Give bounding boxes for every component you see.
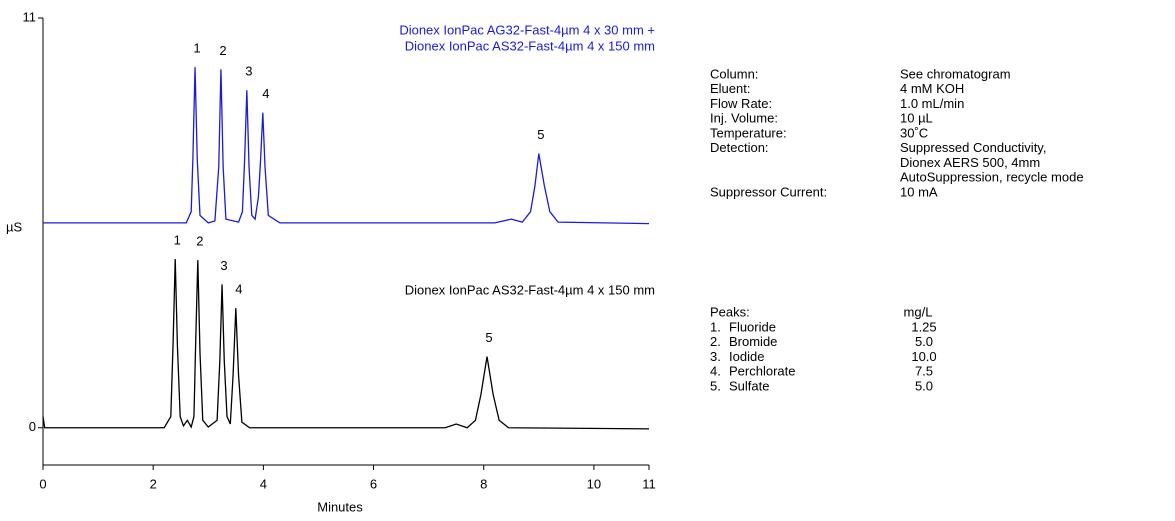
series-label: Dionex IonPac AS32-Fast-4µm 4 x 150 mm: [405, 38, 655, 53]
condition-value: See chromatogram: [900, 66, 1011, 81]
peak-label: 2: [196, 234, 203, 249]
peak-label: 4: [235, 282, 242, 297]
peak-number: 1.: [710, 319, 721, 334]
x-tick-label: 11: [642, 476, 656, 491]
trace: [42, 258, 650, 430]
peak-label: 2: [219, 43, 226, 58]
peak-label: 4: [262, 86, 269, 101]
condition-label: Suppressor Current:: [710, 184, 827, 199]
condition-value: 10 mA: [900, 184, 938, 199]
peak-name: Fluoride: [729, 319, 776, 334]
y-tick-label: 0: [29, 419, 36, 434]
trace: [43, 67, 650, 225]
series-label: Dionex IonPac AS32-Fast-4µm 4 x 150 mm: [405, 282, 655, 297]
y-tick-label: 11: [23, 9, 37, 24]
condition-value: 30˚C: [900, 125, 928, 140]
condition-label: Inj. Volume:: [710, 111, 778, 126]
peak-name: Iodide: [729, 349, 764, 364]
condition-value: AutoSuppression, recycle mode: [900, 170, 1084, 185]
peak-label: 3: [220, 258, 227, 273]
peak-number: 4.: [710, 364, 721, 379]
peak-concentration: 5.0: [915, 334, 933, 349]
peak-label: 1: [193, 41, 200, 56]
peak-concentration: 1.25: [911, 319, 936, 334]
condition-label: Detection:: [710, 140, 769, 155]
condition-label: Temperature:: [710, 125, 787, 140]
x-tick-label: 8: [480, 476, 487, 491]
peaks-unit: mg/L: [904, 304, 933, 319]
condition-value: Dionex AERS 500, 4mm: [900, 155, 1040, 170]
x-tick-label: 0: [39, 476, 46, 491]
peak-label: 3: [245, 64, 252, 79]
peaks-header: Peaks:: [710, 304, 750, 319]
peak-number: 5.: [710, 378, 721, 393]
peak-number: 2.: [710, 334, 721, 349]
peak-name: Bromide: [729, 334, 777, 349]
x-tick-label: 10: [587, 476, 601, 491]
condition-value: 10 µL: [900, 111, 933, 126]
x-tick-label: 6: [370, 476, 377, 491]
condition-value: Suppressed Conductivity,: [900, 140, 1046, 155]
condition-value: 1.0 mL/min: [900, 96, 964, 111]
condition-label: Column:: [710, 66, 758, 81]
peak-label: 5: [485, 330, 492, 345]
x-tick-label: 2: [150, 476, 157, 491]
peak-label: 1: [174, 232, 181, 247]
x-tick-label: 4: [260, 476, 267, 491]
condition-value: 4 mM KOH: [900, 81, 964, 96]
condition-label: Eluent:: [710, 81, 750, 96]
peak-number: 3.: [710, 349, 721, 364]
peak-concentration: 10.0: [911, 349, 936, 364]
x-axis-title: Minutes: [317, 499, 363, 514]
peak-concentration: 5.0: [915, 378, 933, 393]
peak-name: Sulfate: [729, 378, 769, 393]
condition-label: Flow Rate:: [710, 96, 772, 111]
y-axis-title: µS: [6, 219, 22, 234]
series-label: Dionex IonPac AG32-Fast-4µm 4 x 30 mm +: [399, 22, 655, 37]
peak-concentration: 7.5: [915, 364, 933, 379]
peak-label: 5: [537, 127, 544, 142]
peak-name: Perchlorate: [729, 364, 795, 379]
